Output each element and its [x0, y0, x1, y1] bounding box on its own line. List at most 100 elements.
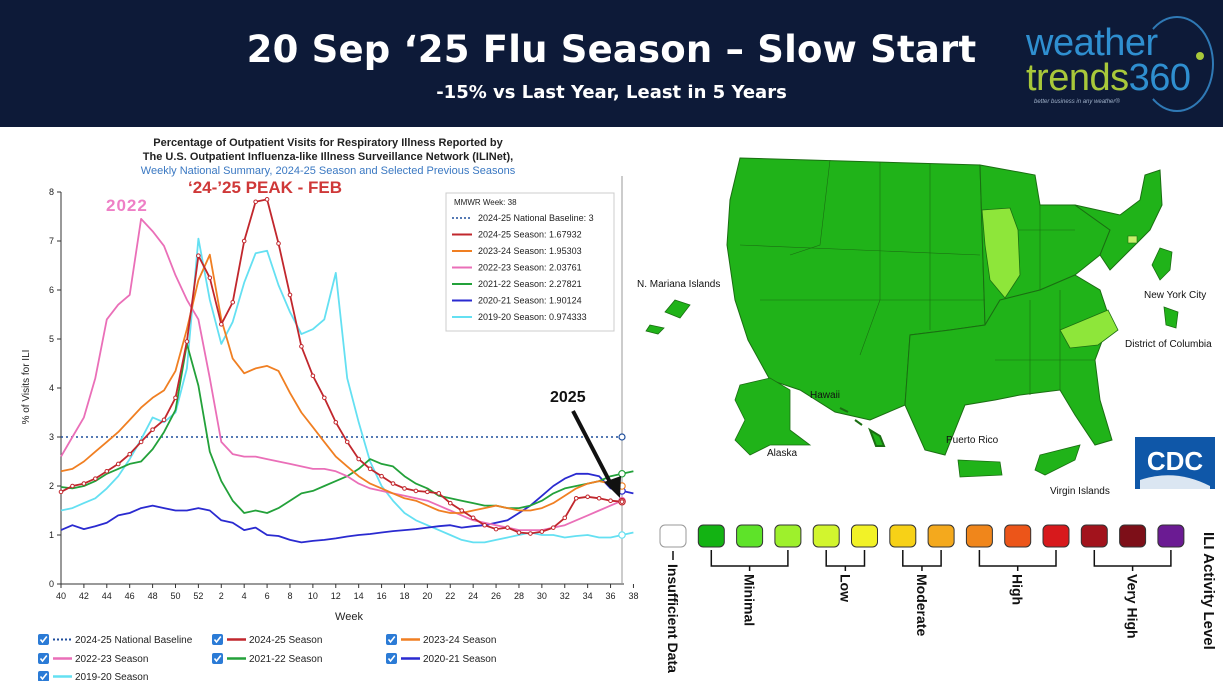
- x-tick-label: 14: [354, 591, 364, 601]
- map-label-hawaii: Hawaii: [810, 390, 840, 401]
- data-point: [207, 275, 213, 281]
- data-point: [539, 529, 545, 534]
- legend-item[interactable]: 2024-25 Season: [212, 634, 322, 646]
- data-point: [253, 199, 258, 205]
- data-point: [115, 461, 121, 467]
- data-point: [585, 494, 590, 500]
- ili-swatch: [1042, 524, 1070, 548]
- ili-group-label: Very High: [1125, 574, 1141, 639]
- map-illinois-low: [981, 207, 1021, 299]
- header-banner: 20 Sep ‘25 Flu Season – Slow Start -15% …: [0, 0, 1223, 127]
- legend-item[interactable]: 2023-24 Season: [386, 634, 496, 646]
- ili-swatch: [697, 524, 725, 548]
- annotation-arrowhead-icon: [604, 476, 621, 498]
- legend-label: 2024-25 Season: [249, 635, 322, 646]
- data-point: [573, 495, 579, 501]
- data-point: [367, 466, 373, 472]
- legend-label: 2020-21 Season: [423, 654, 496, 665]
- y-tick-label: 6: [49, 285, 54, 295]
- data-point: [70, 483, 75, 489]
- x-axis-label: Week: [335, 611, 363, 623]
- tooltip-row: 2022-23 Season: 2.03761: [478, 263, 582, 273]
- data-point: [608, 498, 613, 504]
- ili-line-chart: Percentage of Outpatient Visits for Resp…: [21, 137, 638, 681]
- annotation-arrow: [571, 410, 614, 487]
- logo-trends: trends: [1026, 57, 1129, 99]
- x-tick-label: 44: [102, 591, 112, 601]
- legend-item[interactable]: 2022-23 Season: [38, 653, 148, 665]
- x-tick-label: 30: [537, 591, 547, 601]
- data-point: [150, 427, 155, 432]
- cdc-logo-text: CDC: [1147, 446, 1204, 476]
- chart-title-line2: The U.S. Outpatient Influenza-like Illne…: [143, 151, 513, 163]
- check-mark-icon: [213, 636, 222, 644]
- data-point: [264, 197, 270, 202]
- x-tick-label: 4: [242, 591, 247, 601]
- x-tick-label: 12: [331, 591, 341, 601]
- data-point: [493, 526, 499, 532]
- data-point: [196, 253, 201, 258]
- contiguous-us: [726, 157, 1163, 456]
- data-point: [516, 530, 522, 535]
- data-point: [161, 417, 167, 423]
- data-point: [104, 469, 110, 474]
- legend-label: 2022-23 Season: [75, 654, 148, 665]
- state-borders: [739, 159, 1095, 395]
- cdc-logo: CDC: [1135, 437, 1215, 489]
- chart-tooltip: MMWR Week: 38 2024-25 National Baseline:…: [445, 192, 615, 332]
- ili-group-bracket: [710, 550, 789, 567]
- y-tick-label: 5: [49, 334, 54, 344]
- ili-group-label: Minimal: [742, 574, 758, 626]
- tooltip-header: MMWR Week: 38: [454, 198, 517, 207]
- tooltip-row: 2021-22 Season: 2.27821: [478, 279, 582, 289]
- x-tick-label: 26: [491, 591, 501, 601]
- legend-item[interactable]: 2019-20 Season: [38, 671, 148, 681]
- data-point: [436, 491, 442, 496]
- series-line-2020-21-season: [60, 472, 634, 544]
- ili-swatch: [1004, 524, 1032, 548]
- legend-item[interactable]: 2021-22 Season: [212, 653, 322, 665]
- x-tick-label: 22: [445, 591, 455, 601]
- data-point: [230, 299, 236, 305]
- data-point: [459, 508, 465, 513]
- checkbox-icon[interactable]: [38, 671, 49, 681]
- chart-title-line1: Percentage of Outpatient Visits for Resp…: [153, 137, 503, 149]
- ili-group-bracket: [1093, 550, 1172, 567]
- map-label-mariana: N. Mariana Islands: [637, 279, 720, 290]
- tooltip-row: 2023-24 Season: 1.95303: [478, 246, 582, 256]
- tooltip-row: 2024-25 National Baseline: 3: [478, 213, 594, 223]
- map-dc-shape: [1163, 306, 1179, 329]
- data-point: [596, 495, 602, 501]
- x-tick-label: 20: [422, 591, 432, 601]
- ili-swatch: [927, 524, 955, 548]
- map-virgin-islands: [1034, 444, 1081, 476]
- logo-line2: trends360: [1026, 59, 1191, 97]
- us-ili-map: N. Mariana Islands New York City Distric…: [637, 157, 1215, 497]
- data-point: [390, 481, 396, 486]
- data-point: [333, 420, 339, 425]
- map-puerto-rico: [957, 459, 1003, 478]
- logo-ring-icon: [1140, 16, 1214, 112]
- series-line-2019-20-season: [60, 237, 634, 544]
- series-line-2022-23-season: [60, 217, 623, 531]
- data-point: [379, 473, 384, 479]
- y-tick-label: 8: [49, 187, 54, 197]
- ili-group-label: Low: [837, 574, 853, 602]
- legend-item[interactable]: 2020-21 Season: [386, 653, 496, 665]
- legend-item[interactable]: 2024-25 National Baseline: [38, 634, 193, 646]
- data-point: [127, 451, 132, 457]
- data-point: [528, 531, 533, 536]
- x-tick-label: 6: [265, 591, 270, 601]
- series-line-2023-24-season: [60, 253, 623, 514]
- map-region-northeast: [1074, 169, 1163, 271]
- check-mark-icon: [39, 636, 48, 644]
- map-nyc-shape: [1151, 247, 1173, 281]
- weathertrends-logo: weather trends360 better business in any…: [1022, 14, 1214, 118]
- legend-label: 2024-25 National Baseline: [75, 635, 193, 646]
- page-subtitle: -15% vs Last Year, Least in 5 Years: [436, 82, 787, 103]
- series-end-marker: [618, 531, 626, 539]
- map-hawaii: [839, 407, 886, 447]
- x-tick-label: 46: [125, 591, 135, 601]
- x-tick-label: 34: [583, 591, 593, 601]
- data-point: [402, 486, 407, 491]
